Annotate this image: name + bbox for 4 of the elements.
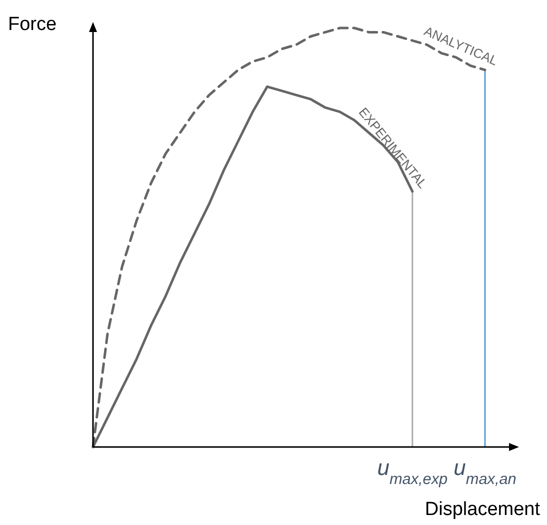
x-tick-label: u$_{max,an}$ bbox=[454, 455, 516, 488]
x-tick-label: u$_{max,exp}$ bbox=[377, 455, 448, 488]
y-axis-title: Force bbox=[8, 14, 57, 35]
x-axis-title: Displacement bbox=[424, 499, 541, 520]
